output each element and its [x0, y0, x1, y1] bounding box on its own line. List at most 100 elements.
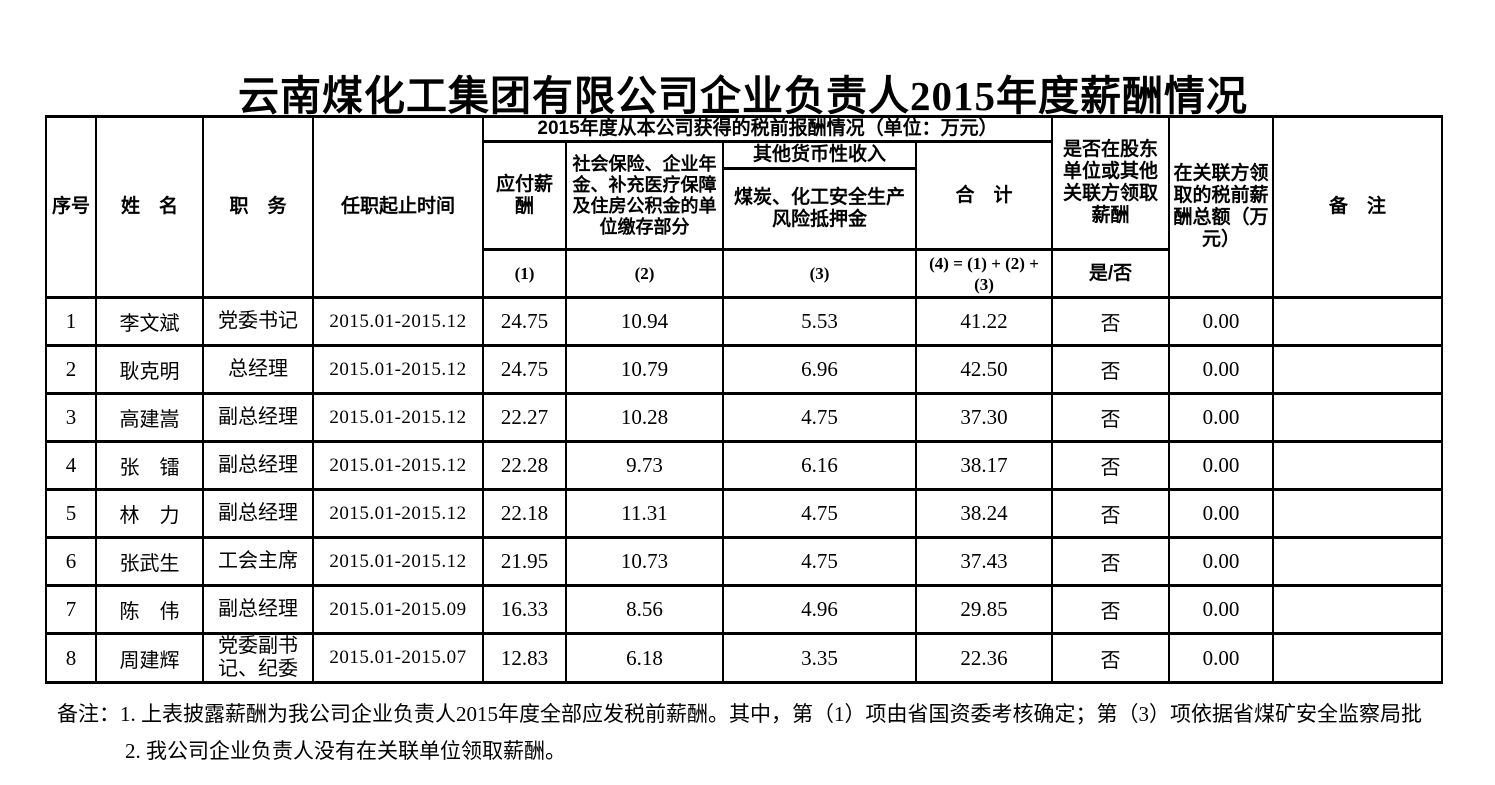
cell-total: 42.50: [914, 344, 1054, 395]
cell-name: 耿克明: [95, 344, 204, 395]
page-title: 云南煤化工集团有限公司企业负责人2015年度薪酬情况: [238, 73, 1248, 119]
cell-payable: 21.95: [482, 536, 567, 587]
header-deposit: 煤炭、化工安全生产风险抵押金: [722, 167, 917, 251]
cell-payable: 12.83: [482, 632, 567, 684]
cell-remark: [1272, 536, 1444, 587]
cell-social: 11.31: [565, 488, 724, 539]
footnote-line-1: 备注：1. 上表披露薪酬为我公司企业负责人2015年度全部应发税前薪酬。其中，第…: [57, 702, 1422, 726]
cell-deposit: 4.96: [722, 584, 917, 635]
table-row: 4 张 镭 副总经理 2015.01-2015.12 22.28 9.73 6.…: [45, 440, 1444, 491]
cell-deposit: 4.75: [722, 488, 917, 539]
cell-position: 副总经理: [202, 440, 314, 491]
cell-total: 41.22: [914, 296, 1054, 347]
footnotes: 备注：1. 上表披露薪酬为我公司企业负责人2015年度全部应发税前薪酬。其中，第…: [57, 696, 1495, 770]
cell-related: 否: [1051, 392, 1171, 443]
cell-related-amount: 0.00: [1168, 440, 1275, 491]
cell-term: 2015.01-2015.12: [312, 344, 484, 395]
header-related-amount: 在关联方领取的税前薪酬总额（万元）: [1168, 115, 1275, 299]
header-row-other-monetary: 应付薪酬 社会保险、企业年金、补充医疗保障及住房公积金的单位缴存部分 其他货币性…: [46, 140, 1442, 251]
cell-remark: [1272, 392, 1444, 443]
table-row: 8 周建辉 党委副书记、纪委 2015.01-2015.07 12.83 6.1…: [45, 632, 1444, 684]
cell-position: 总经理: [202, 344, 314, 395]
cell-position: 党委副书记、纪委: [202, 632, 314, 684]
cell-name: 李文斌: [95, 296, 204, 347]
cell-related: 否: [1051, 536, 1171, 587]
header-term: 任职起止时间: [312, 115, 484, 299]
cell-term: 2015.01-2015.12: [312, 440, 484, 491]
cell-related: 否: [1051, 440, 1171, 491]
cell-social: 10.79: [565, 344, 724, 395]
header-remark: 备 注: [1272, 115, 1444, 299]
header-no: 序号: [45, 115, 97, 299]
cell-related-amount: 0.00: [1168, 344, 1275, 395]
cell-no: 5: [45, 488, 97, 539]
cell-term: 2015.01-2015.12: [312, 296, 484, 347]
cell-remark: [1272, 488, 1444, 539]
table-row: 5 林 力 副总经理 2015.01-2015.12 22.18 11.31 4…: [45, 488, 1444, 539]
cell-total: 38.17: [914, 440, 1054, 491]
header-row-deposit: 煤炭、化工安全生产风险抵押金: [46, 167, 1442, 251]
cell-total: 22.36: [914, 632, 1054, 684]
cell-position: 工会主席: [202, 536, 314, 587]
cell-related-amount: 0.00: [1168, 536, 1275, 587]
table-row: 7 陈 伟 副总经理 2015.01-2015.09 16.33 8.56 4.…: [45, 584, 1444, 635]
cell-related: 否: [1051, 296, 1171, 347]
cell-total: 38.24: [914, 488, 1054, 539]
cell-social: 8.56: [565, 584, 724, 635]
cell-total: 37.30: [914, 392, 1054, 443]
cell-social: 10.73: [565, 536, 724, 587]
cell-deposit: 5.53: [722, 296, 917, 347]
cell-related-amount: 0.00: [1168, 584, 1275, 635]
cell-total: 37.43: [914, 536, 1054, 587]
cell-payable: 24.75: [482, 296, 567, 347]
header-yesno: 是/否: [1051, 248, 1171, 299]
cell-related-amount: 0.00: [1168, 392, 1275, 443]
cell-no: 6: [45, 536, 97, 587]
cell-related: 否: [1051, 584, 1171, 635]
cell-no: 8: [45, 632, 97, 684]
table-row: 1 李文斌 党委书记 2015.01-2015.12 24.75 10.94 5…: [45, 296, 1444, 347]
cell-related-amount: 0.00: [1168, 632, 1275, 684]
cell-remark: [1272, 296, 1444, 347]
header-sub1: (1): [482, 248, 567, 299]
cell-term: 2015.01-2015.07: [312, 632, 484, 684]
cell-payable: 22.28: [482, 440, 567, 491]
cell-social: 10.28: [565, 392, 724, 443]
cell-related-amount: 0.00: [1168, 488, 1275, 539]
cell-deposit: 6.16: [722, 440, 917, 491]
cell-no: 2: [45, 344, 97, 395]
header-row-span: 序号 姓 名 职 务 任职起止时间 2015年度从本公司获得的税前报酬情况（单位…: [45, 115, 1444, 299]
cell-deposit: 6.96: [722, 344, 917, 395]
header-sub3: (3): [722, 248, 917, 299]
table-row: 6 张武生 工会主席 2015.01-2015.12 21.95 10.73 4…: [45, 536, 1444, 587]
table-row: 3 高建嵩 副总经理 2015.01-2015.12 22.27 10.28 4…: [45, 392, 1444, 443]
cell-position: 副总经理: [202, 488, 314, 539]
cell-name: 陈 伟: [95, 584, 204, 635]
cell-no: 3: [45, 392, 97, 443]
header-payable: 应付薪酬: [482, 140, 567, 251]
header-name: 姓 名: [95, 115, 204, 299]
cell-name: 高建嵩: [95, 392, 204, 443]
cell-no: 7: [45, 584, 97, 635]
cell-position: 副总经理: [202, 584, 314, 635]
cell-remark: [1272, 584, 1444, 635]
cell-name: 张武生: [95, 536, 204, 587]
header-pretax-span: 2015年度从本公司获得的税前报酬情况（单位：万元）: [481, 115, 1054, 143]
cell-social: 6.18: [565, 632, 724, 684]
cell-remark: [1272, 440, 1444, 491]
cell-position: 党委书记: [202, 296, 314, 347]
cell-related-amount: 0.00: [1168, 296, 1275, 347]
header-row-formula: (1) (2) (3) (4) = (1) + (2) + (3) 是/否: [46, 248, 1442, 299]
table-row: 2 耿克明 总经理 2015.01-2015.12 24.75 10.79 6.…: [45, 344, 1444, 395]
salary-table: 序号 姓 名 职 务 任职起止时间 2015年度从本公司获得的税前报酬情况（单位…: [45, 115, 1444, 684]
cell-term: 2015.01-2015.12: [312, 488, 484, 539]
header-other-monetary: 其他货币性收入: [722, 140, 917, 170]
cell-payable: 24.75: [482, 344, 567, 395]
header-related-party: 是否在股东单位或其他关联方领取薪酬: [1051, 115, 1171, 251]
header-sub2: (2): [565, 248, 724, 299]
cell-related: 否: [1051, 488, 1171, 539]
cell-total: 29.85: [914, 584, 1054, 635]
cell-related: 否: [1051, 344, 1171, 395]
cell-remark: [1272, 632, 1444, 684]
